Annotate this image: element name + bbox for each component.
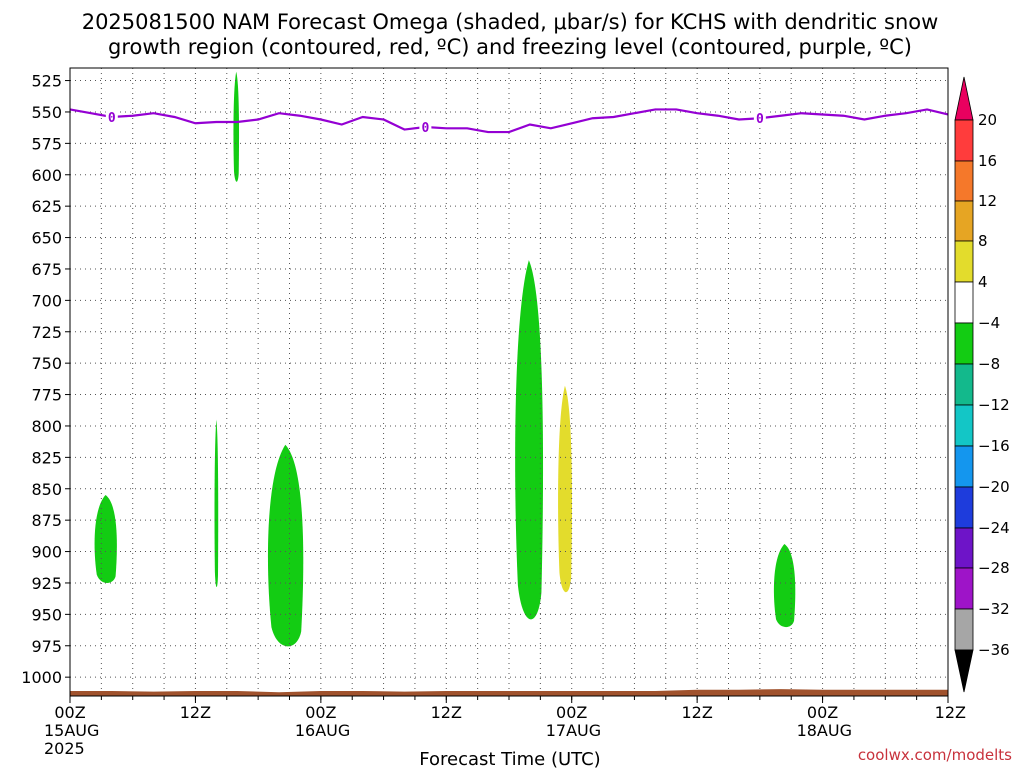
y-tick-label-525: 525 [31, 72, 62, 91]
y-tick-label-800: 800 [31, 417, 62, 436]
x-date-label-24: 16AUG [295, 721, 350, 740]
y-tick-label-725: 725 [31, 323, 62, 342]
y-tick-label-650: 650 [31, 229, 62, 248]
colorbar-top-arrow [954, 76, 974, 121]
colorbar-label-7: −8 [978, 355, 1000, 373]
contour-label-bg-2 [419, 119, 432, 136]
x-tick-label-84: 12Z [935, 703, 966, 722]
contour-label-1: 0 [108, 111, 116, 126]
omega-region-3 [233, 71, 240, 182]
omega-region-4 [267, 444, 304, 647]
x-tick-label-12: 12Z [180, 703, 211, 722]
colorbar-label-14: −36 [978, 641, 1010, 659]
contour-label-bg-1 [105, 108, 118, 125]
colorbar-label-1: 20 [978, 111, 997, 129]
omega-region-7 [773, 544, 796, 628]
x-year-label: 2025 [44, 739, 85, 758]
colorbar-label-2: 16 [978, 152, 997, 170]
plot-background [70, 68, 948, 696]
colorbar-label-9: −16 [978, 437, 1010, 455]
x-tick-label-60: 12Z [681, 703, 712, 722]
y-tick-label-575: 575 [31, 134, 62, 153]
surface-terrain [70, 689, 948, 696]
y-tick-label-700: 700 [31, 291, 62, 310]
chart-title-line1: 2025081500 NAM Forecast Omega (shaded, μ… [82, 10, 939, 34]
colorbar-segment-5 [954, 281, 974, 324]
contour-label-bg-3 [753, 110, 766, 127]
chart-title-line2: growth region (contoured, red, ºC) and f… [108, 35, 912, 59]
x-date-label-48: 17AUG [546, 721, 601, 740]
y-tick-label-875: 875 [31, 511, 62, 530]
x-date-label-0: 15AUG [44, 721, 99, 740]
x-date-label-72: 18AUG [797, 721, 852, 740]
x-tick-label-72: 00Z [807, 703, 838, 722]
colorbar-label-3: 12 [978, 192, 997, 210]
y-tick-label-550: 550 [31, 103, 62, 122]
colorbar-segment-1 [954, 119, 974, 162]
y-tick-label-750: 750 [31, 354, 62, 373]
y-tick-label-950: 950 [31, 605, 62, 624]
colorbar-segment-6 [954, 322, 974, 365]
freezing-level-line [69, 108, 949, 134]
y-tick-label-975: 975 [31, 637, 62, 656]
x-tick-label-48: 00Z [556, 703, 587, 722]
y-tick-label-925: 925 [31, 574, 62, 593]
colorbar-label-13: −32 [978, 600, 1010, 618]
x-tick-label-0: 00Z [54, 703, 85, 722]
colorbar-label-5: 4 [978, 273, 988, 291]
y-axis: 525 550 575 600 625 650 675 700 725 750 775 800 825 8… [21, 72, 70, 687]
x-axis-label: Forecast Time (UTC) [419, 749, 600, 768]
colorbar-label-6: −4 [978, 314, 1000, 332]
omega-region-2 [214, 419, 219, 588]
y-tick-label-600: 600 [31, 166, 62, 185]
y-tick-label-850: 850 [31, 480, 62, 499]
colorbar-segment-10 [954, 486, 974, 529]
y-tick-label-900: 900 [31, 543, 62, 562]
colorbar-label-12: −28 [978, 559, 1010, 577]
credit-text: coolwx.com/modelts [858, 746, 1012, 764]
colorbar-label-8: −12 [978, 396, 1010, 414]
colorbar-segment-2 [954, 160, 974, 202]
colorbar: 20 16 12 8 4 −4 −8 −12 −16 −20 −24 −28 −32 −36 [954, 76, 1010, 693]
plot-area [70, 68, 948, 696]
y-tick-label-675: 675 [31, 260, 62, 279]
y-tick-label-825: 825 [31, 448, 62, 467]
freezing-level-contour: 0 0 0 [69, 108, 949, 136]
x-tick-label-24: 00Z [305, 703, 336, 722]
omega-region-5 [515, 260, 544, 620]
colorbar-label-11: −24 [978, 519, 1010, 537]
colorbar-segment-9 [954, 445, 974, 488]
contour-label-3: 0 [756, 112, 764, 127]
colorbar-label-4: 8 [978, 232, 988, 250]
surface-band [70, 689, 948, 696]
y-tick-label-625: 625 [31, 197, 62, 216]
omega-region-1 [94, 495, 117, 584]
colorbar-bottom-arrow [954, 649, 974, 693]
colorbar-segment-7 [954, 363, 974, 406]
x-tick-label-36: 12Z [431, 703, 462, 722]
y-tick-label-775: 775 [31, 386, 62, 405]
colorbar-segment-3 [954, 200, 974, 242]
colorbar-segment-12 [954, 567, 974, 610]
colorbar-segment-11 [954, 527, 974, 569]
colorbar-label-10: −20 [978, 478, 1010, 496]
y-tick-label-1000: 1000 [21, 668, 62, 687]
colorbar-segment-4 [954, 240, 974, 283]
colorbar-segment-8 [954, 404, 974, 447]
contour-label-2: 0 [421, 121, 429, 136]
colorbar-segment-13 [954, 608, 974, 651]
